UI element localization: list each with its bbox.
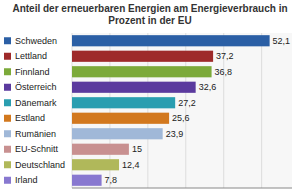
- legend-swatch: [4, 99, 11, 106]
- legend-swatch: [4, 37, 11, 44]
- data-label: 15: [132, 144, 142, 154]
- bar: [72, 144, 129, 155]
- bar: [72, 82, 196, 93]
- chart: 52,1 37,2 36,8 32,627,2 25,6 23,9 15 12,4 7,8 Sch…: [0, 29, 300, 194]
- bar: [72, 113, 169, 124]
- legend-swatch: [4, 84, 11, 91]
- legend-swatch: [4, 115, 11, 122]
- legend-swatch: [4, 53, 11, 60]
- bar: [72, 97, 175, 108]
- plot-area: [72, 33, 292, 188]
- category-label: Rumänien: [15, 129, 56, 139]
- legend-swatch: [4, 161, 11, 168]
- title: Anteil der erneuerbaren Energien am Ener…: [0, 0, 300, 29]
- data-label: 23,9: [166, 129, 184, 139]
- bar: [72, 35, 270, 46]
- bar: [72, 175, 102, 186]
- legend-swatch: [4, 177, 11, 184]
- data-label: 37,2: [216, 51, 234, 61]
- legend-swatch: [4, 130, 11, 137]
- data-label: 7,8: [105, 175, 118, 185]
- data-label: 12,4: [122, 160, 140, 170]
- category-label: Irland: [15, 175, 38, 185]
- category-label: Österreich: [15, 82, 57, 92]
- data-label: 27,2: [178, 98, 196, 108]
- category-label: Lettland: [15, 51, 47, 61]
- category-label: Schweden: [15, 36, 57, 46]
- category-label: EU-Schnitt: [15, 144, 59, 154]
- data-label: 52,1: [273, 36, 291, 46]
- legend-swatch: [4, 68, 11, 75]
- category-label: Finnland: [15, 67, 50, 77]
- category-label: Dänemark: [15, 98, 57, 108]
- bar: [72, 66, 212, 77]
- bars: [72, 35, 270, 186]
- legend-swatch: [4, 146, 11, 153]
- bar: [72, 159, 119, 170]
- category-label: Estland: [15, 113, 45, 123]
- data-label: 25,6: [172, 113, 190, 123]
- data-label: 32,6: [199, 82, 217, 92]
- bar: [72, 51, 213, 62]
- x-axis: [72, 188, 292, 189]
- data-label: 36,8: [215, 67, 233, 77]
- bar: [72, 128, 163, 139]
- grid-line: [261, 33, 262, 188]
- category-label: Deutschland: [15, 160, 65, 170]
